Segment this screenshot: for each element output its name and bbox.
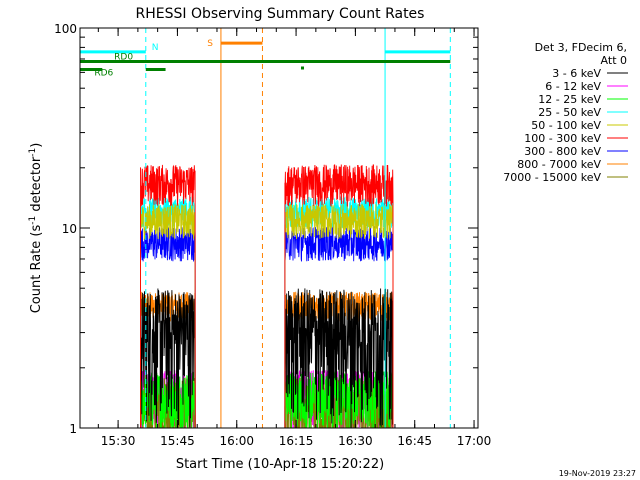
flag-label-RD0: RD0: [114, 52, 133, 62]
y-axis-label-end: ): [29, 143, 44, 148]
legend-label-2: 12 - 25 keV: [538, 93, 601, 106]
render-timestamp: 19-Nov-2019 23:27: [559, 469, 636, 478]
series-line-6-segment-1: [284, 226, 394, 428]
legend-header-1: Att 0: [601, 54, 627, 67]
legend-label-3: 25 - 50 keV: [538, 106, 601, 119]
legend-label-6: 300 - 800 keV: [524, 145, 601, 158]
y-tick-label-0: 1: [69, 422, 77, 436]
flag-label-RD6: RD6: [94, 69, 113, 79]
flag-mark-RD0: [301, 66, 305, 70]
flag-label-N: N: [152, 43, 159, 53]
legend-header-0: Det 3, FDecim 6,: [535, 41, 627, 54]
x-tick-label-1: 15:45: [160, 434, 195, 448]
y-axis-label-mid: detector: [29, 156, 44, 216]
series-line-5-segment-0: [140, 164, 196, 429]
series-line-0-segment-0: [140, 288, 196, 429]
x-tick-label-5: 16:45: [397, 434, 432, 448]
y-tick-label-2: 100: [54, 22, 77, 36]
y-axis-label-sup1: -1: [28, 216, 38, 225]
y-axis-label-main: Count Rate (s: [29, 225, 44, 314]
x-axis-label: Start Time (10-Apr-18 15:20:22): [176, 457, 384, 472]
x-tick-label-4: 16:30: [338, 434, 373, 448]
legend-label-5: 100 - 300 keV: [524, 132, 601, 145]
flag-label-S: S: [207, 39, 213, 49]
x-tick-label-0: 15:30: [101, 434, 136, 448]
legend-label-0: 3 - 6 keV: [552, 67, 601, 80]
series-line-0-segment-1: [284, 288, 394, 428]
y-tick-label-1: 10: [62, 222, 77, 236]
series-line-5-segment-1: [284, 164, 394, 428]
y-axis-label-sup2: -1: [28, 148, 38, 157]
legend-label-7: 800 - 7000 keV: [517, 158, 601, 171]
axis-layer: 15:30 15:45 16:00 16:15 16:30 16:45 17:00 1 10 10…: [54, 22, 491, 448]
y-axis-label: Count Rate (s-1 detector-1): [28, 143, 44, 314]
chart-title: RHESSI Observing Summary Count Rates: [136, 6, 425, 22]
series-line-4-segment-0: [140, 203, 196, 429]
legend-label-8: 7000 - 15000 keV: [503, 171, 601, 184]
legend-label-4: 50 - 100 keV: [531, 119, 601, 132]
x-tick-label-6: 17:00: [457, 434, 492, 448]
x-tick-label-3: 16:15: [279, 434, 314, 448]
legend-label-1: 6 - 12 keV: [545, 80, 601, 93]
series-line-4-segment-1: [284, 203, 394, 428]
x-tick-label-2: 16:00: [219, 434, 254, 448]
